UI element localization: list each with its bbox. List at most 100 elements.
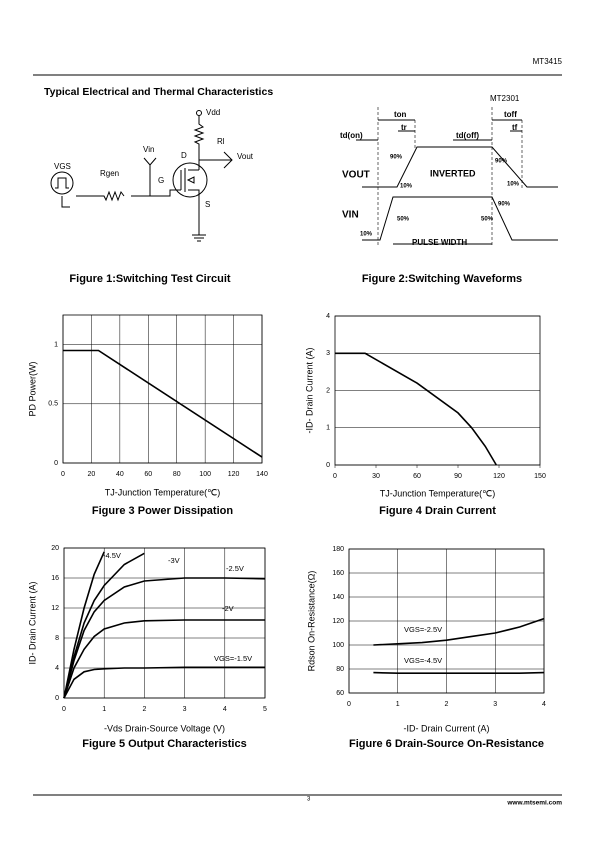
wave-label: VOUT (342, 170, 370, 181)
circuit-label: Vout (237, 152, 254, 161)
x-axis-label: -ID- Drain Current (A) (403, 723, 489, 733)
wave-label: 10% (507, 182, 520, 188)
section-title: Typical Electrical and Thermal Character… (44, 86, 273, 98)
y-axis-label: Rdson On-Resistance(Ω) (306, 571, 316, 672)
x-tick-label: 3 (183, 706, 187, 713)
series-label: -2.5V (226, 564, 244, 573)
y-tick-label: 120 (332, 618, 344, 625)
figure-caption: Figure 5 Output Characteristics (82, 738, 246, 750)
x-tick-label: 120 (228, 471, 240, 478)
data-line (335, 352, 497, 466)
x-tick-label: 2 (445, 701, 449, 708)
x-tick-label: 0 (61, 471, 65, 478)
x-tick-label: 100 (199, 471, 211, 478)
x-axis-label: -Vds Drain-Source Voltage (V) (104, 723, 225, 733)
wave-label: 50% (481, 217, 494, 223)
circuit-label: Rgen (100, 169, 119, 178)
circuit-label: Rl (217, 137, 225, 146)
x-tick-label: 30 (372, 473, 380, 480)
x-axis-label: TJ-Junction Temperature(℃) (105, 487, 220, 497)
circuit-label: VGS (54, 162, 71, 171)
y-tick-label: 12 (51, 605, 59, 612)
data-line (63, 619, 265, 699)
y-tick-label: 1 (326, 425, 330, 432)
footer-url: www.mtsemi.com (506, 800, 562, 807)
y-tick-label: 4 (55, 665, 59, 672)
y-axis-label: PD Power(W) (27, 361, 37, 416)
x-tick-label: 120 (493, 473, 505, 480)
x-tick-label: 20 (88, 471, 96, 478)
y-tick-label: 20 (51, 545, 59, 552)
y-tick-label: 3 (326, 350, 330, 357)
x-tick-label: 4 (542, 701, 546, 708)
wave-label: VIN (342, 210, 359, 221)
wave-label: ton (394, 110, 407, 119)
wave-label: PULSE WIDTH (412, 238, 467, 247)
x-tick-label: 4 (223, 706, 227, 713)
y-axis-label: ID- Drain Current (A) (27, 581, 37, 664)
wave-label: tf (512, 123, 518, 132)
figure-caption: Figure 4 Drain Current (379, 505, 496, 517)
wave-label: td(on) (340, 131, 363, 140)
x-tick-label: 60 (144, 471, 152, 478)
x-tick-label: 0 (333, 473, 337, 480)
x-tick-label: 90 (454, 473, 462, 480)
wave-label: 90% (390, 155, 403, 161)
wave-label: 10% (360, 232, 373, 238)
series-label: -2V (222, 604, 234, 613)
data-line (63, 349, 263, 458)
figure-caption: Figure 2:Switching Waveforms (362, 273, 522, 285)
circuit-label: D (181, 151, 187, 160)
x-tick-label: 40 (116, 471, 124, 478)
data-line (373, 671, 545, 674)
y-tick-label: 16 (51, 575, 59, 582)
data-line (63, 666, 265, 699)
y-tick-label: 80 (336, 666, 344, 673)
circuit-label: Vdd (206, 108, 220, 117)
data-line (63, 552, 145, 699)
y-tick-label: 140 (332, 594, 344, 601)
y-tick-label: 0 (55, 695, 59, 702)
x-tick-label: 80 (173, 471, 181, 478)
y-tick-label: 0.5 (48, 401, 58, 408)
wave-label: INVERTED (430, 168, 476, 178)
y-tick-label: 160 (332, 570, 344, 577)
wave-label: td(off) (456, 131, 479, 140)
x-tick-label: 150 (534, 473, 546, 480)
y-tick-label: 8 (55, 635, 59, 642)
circuit-label: S (205, 200, 210, 209)
wave-label: toff (504, 110, 517, 119)
circuit: Vdd Rl Vin D Vout VGS Rgen G S (50, 108, 254, 242)
y-tick-label: 2 (326, 387, 330, 394)
series-label: VGS=-1.5V (214, 654, 252, 663)
plot-frame (62, 314, 263, 464)
series-label: VGS=-4.5V (404, 656, 442, 665)
x-tick-label: 2 (142, 706, 146, 713)
series-label: VGS=-2.5V (404, 625, 442, 634)
x-tick-label: 1 (396, 701, 400, 708)
x-tick-label: 5 (263, 706, 267, 713)
data-line (373, 617, 545, 646)
part-number: MT3415 (533, 57, 563, 66)
y-tick-label: 100 (332, 642, 344, 649)
x-tick-label: 3 (493, 701, 497, 708)
x-tick-label: 60 (413, 473, 421, 480)
part-label: MT2301 (490, 94, 520, 103)
x-axis-label: TJ-Junction Temperature(℃) (380, 488, 495, 498)
x-tick-label: 0 (347, 701, 351, 708)
series-label: -3V (168, 556, 180, 565)
y-tick-label: 4 (326, 313, 330, 320)
wave-label: 90% (495, 159, 508, 165)
y-axis-label: -ID- Drain Current (A) (304, 347, 314, 433)
x-tick-label: 0 (62, 706, 66, 713)
y-tick-label: 60 (336, 690, 344, 697)
data-line (63, 551, 105, 699)
wave-label: 90% (498, 202, 511, 208)
data-line (63, 577, 266, 699)
figure-caption: Figure 1:Switching Test Circuit (69, 273, 230, 285)
y-tick-label: 0 (326, 462, 330, 469)
circuit-label: Vin (143, 145, 154, 154)
y-tick-label: 0 (54, 460, 58, 467)
wave-label: tr (401, 123, 407, 132)
